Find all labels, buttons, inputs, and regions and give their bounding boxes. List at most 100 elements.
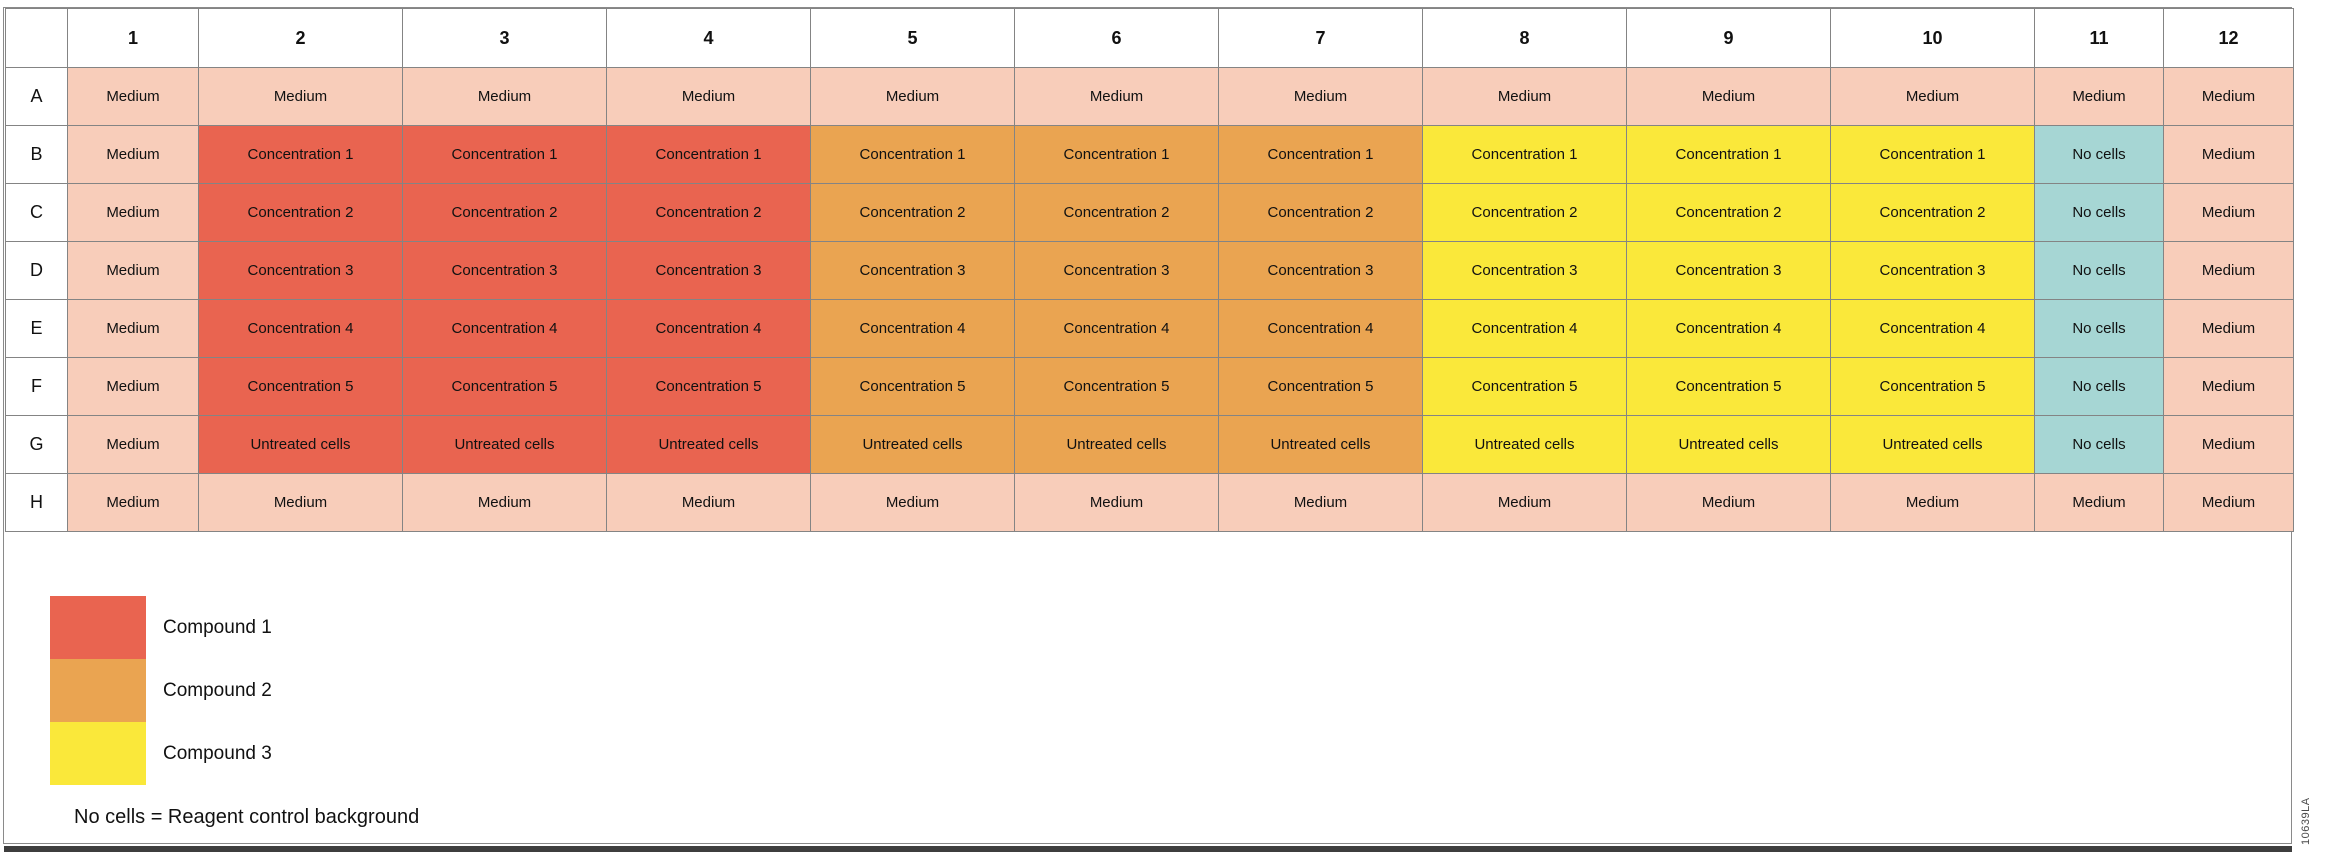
well-H6: Medium [1014,473,1219,532]
plate-row-B: B Medium Concentration 1 Concentration 1 Con… [5,125,2294,184]
row-header-D: D [5,241,68,300]
well-C12: Medium [2163,183,2294,242]
well-G5: Untreated cells [810,415,1015,474]
well-D3: Concentration 3 [402,241,607,300]
well-G7: Untreated cells [1218,415,1423,474]
plate-row-G: G Medium Untreated cells Untreated cells Unt… [5,415,2294,474]
well-G9: Untreated cells [1626,415,1831,474]
well-H2: Medium [198,473,403,532]
legend-swatch-c1 [50,596,146,659]
well-B7: Concentration 1 [1218,125,1423,184]
well-C9: Concentration 2 [1626,183,1831,242]
well-D7: Concentration 3 [1218,241,1423,300]
well-B9: Concentration 1 [1626,125,1831,184]
well-F1: Medium [67,357,199,416]
well-F11: No cells [2034,357,2164,416]
well-F8: Concentration 5 [1422,357,1627,416]
plate-row-H: H Medium Medium Medium Medium Medium Medium Med… [5,473,2294,532]
well-E7: Concentration 4 [1218,299,1423,358]
well-G12: Medium [2163,415,2294,474]
well-H7: Medium [1218,473,1423,532]
well-A9: Medium [1626,67,1831,126]
row-header-A: A [5,67,68,126]
well-G4: Untreated cells [606,415,811,474]
well-C7: Concentration 2 [1218,183,1423,242]
well-E3: Concentration 4 [402,299,607,358]
row-header-F: F [5,357,68,416]
well-E10: Concentration 4 [1830,299,2035,358]
well-H11: Medium [2034,473,2164,532]
well-F2: Concentration 5 [198,357,403,416]
well-H1: Medium [67,473,199,532]
column-header-11: 11 [2034,8,2164,68]
plate-map-table: 1 2 3 4 5 6 7 8 9 10 11 12 A Medium Medium Medium Mediu… [5,8,2294,532]
legend-label: Compound 3 [163,742,272,764]
well-E8: Concentration 4 [1422,299,1627,358]
well-A7: Medium [1218,67,1423,126]
well-C1: Medium [67,183,199,242]
well-B11: No cells [2034,125,2164,184]
well-E6: Concentration 4 [1014,299,1219,358]
well-A10: Medium [1830,67,2035,126]
bottom-rule [4,846,2292,852]
well-A4: Medium [606,67,811,126]
well-A6: Medium [1014,67,1219,126]
well-G11: No cells [2034,415,2164,474]
figure-id-label: 10639LA [2300,797,2312,845]
legend-label: Compound 2 [163,679,272,701]
column-header-4: 4 [606,8,811,68]
well-F9: Concentration 5 [1626,357,1831,416]
well-F3: Concentration 5 [402,357,607,416]
well-C2: Concentration 2 [198,183,403,242]
well-H10: Medium [1830,473,2035,532]
well-D1: Medium [67,241,199,300]
plate-row-C: C Medium Concentration 2 Concentration 2 Con… [5,183,2294,242]
well-H3: Medium [402,473,607,532]
column-header-3: 3 [402,8,607,68]
well-C10: Concentration 2 [1830,183,2035,242]
well-D8: Concentration 3 [1422,241,1627,300]
well-C11: No cells [2034,183,2164,242]
column-header-2: 2 [198,8,403,68]
well-B5: Concentration 1 [810,125,1015,184]
well-B3: Concentration 1 [402,125,607,184]
well-D10: Concentration 3 [1830,241,2035,300]
well-B8: Concentration 1 [1422,125,1627,184]
well-F10: Concentration 5 [1830,357,2035,416]
well-D6: Concentration 3 [1014,241,1219,300]
well-G3: Untreated cells [402,415,607,474]
plate-row-F: F Medium Concentration 5 Concentration 5 Con… [5,357,2294,416]
well-E2: Concentration 4 [198,299,403,358]
row-header-E: E [5,299,68,358]
well-G2: Untreated cells [198,415,403,474]
legend: Compound 1 Compound 2 Compound 3 [50,596,272,785]
well-E5: Concentration 4 [810,299,1015,358]
well-C3: Concentration 2 [402,183,607,242]
well-D12: Medium [2163,241,2294,300]
plate-row-D: D Medium Concentration 3 Concentration 3 Con… [5,241,2294,300]
well-E12: Medium [2163,299,2294,358]
well-D4: Concentration 3 [606,241,811,300]
well-B10: Concentration 1 [1830,125,2035,184]
row-header-C: C [5,183,68,242]
well-D9: Concentration 3 [1626,241,1831,300]
legend-swatch-c3 [50,722,146,785]
well-H5: Medium [810,473,1015,532]
well-H9: Medium [1626,473,1831,532]
well-G1: Medium [67,415,199,474]
well-C4: Concentration 2 [606,183,811,242]
well-B4: Concentration 1 [606,125,811,184]
well-D2: Concentration 3 [198,241,403,300]
well-F4: Concentration 5 [606,357,811,416]
column-header-7: 7 [1218,8,1423,68]
well-A2: Medium [198,67,403,126]
legend-note: No cells = Reagent control background [74,806,420,828]
well-H4: Medium [606,473,811,532]
well-H8: Medium [1422,473,1627,532]
plate-row-E: E Medium Concentration 4 Concentration 4 Con… [5,299,2294,358]
well-G10: Untreated cells [1830,415,2035,474]
well-A1: Medium [67,67,199,126]
well-E4: Concentration 4 [606,299,811,358]
legend-swatch-c2 [50,659,146,722]
well-E1: Medium [67,299,199,358]
